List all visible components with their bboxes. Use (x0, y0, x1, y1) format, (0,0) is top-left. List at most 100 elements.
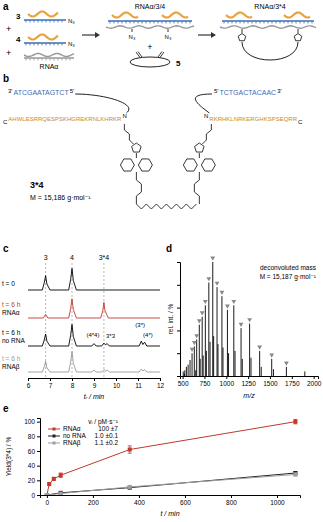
tick-mark (177, 330, 180, 331)
base (114, 21, 115, 24)
legend-swatch (48, 429, 60, 430)
tick-mark (37, 436, 40, 437)
base (288, 21, 289, 24)
base (26, 20, 27, 23)
tick-mark (37, 495, 40, 496)
tick-mark (139, 495, 140, 498)
peak (221, 296, 222, 376)
helix (220, 26, 316, 28)
legend-marker (53, 442, 56, 445)
tick-mark (226, 376, 227, 379)
tick-label: 0 (46, 499, 50, 506)
azide-label: N₃ (165, 34, 172, 40)
azide-label: N₃ (68, 18, 75, 24)
tick-mark (277, 495, 278, 498)
benzene (183, 159, 197, 171)
base (70, 58, 71, 61)
error-cap (128, 445, 132, 446)
error-cap (128, 453, 132, 454)
base (62, 58, 63, 61)
base (138, 21, 139, 24)
trace-condition: no RNA (2, 337, 25, 344)
strand-label: 3 (16, 12, 21, 21)
peak (186, 367, 187, 376)
tick-label: 12 (157, 382, 165, 389)
tick-mark (292, 376, 293, 379)
base (34, 20, 35, 23)
base (46, 58, 47, 61)
peak (213, 336, 214, 376)
tick: 800 (226, 495, 237, 506)
bond (202, 124, 211, 144)
error-bar (47, 483, 51, 486)
base (248, 21, 249, 24)
tick: 0 (31, 492, 40, 499)
triazole (195, 143, 205, 152)
panel-c: c343*4t = 0t = 6 hRNAαt = 6 hno RNA(4*4)… (2, 243, 164, 400)
tick: 1250 (241, 376, 256, 387)
base (46, 43, 47, 46)
bond (124, 124, 133, 144)
trace-label: t = 6 h (2, 329, 21, 336)
marker (45, 493, 49, 495)
charge-state (203, 300, 208, 304)
trace-label: t = 6 h (2, 301, 21, 308)
tick-label: 800 (226, 499, 237, 506)
peak (195, 370, 196, 376)
tick: 0 (46, 495, 50, 506)
arrow (82, 34, 96, 35)
axis-title: m/z (243, 392, 255, 399)
base (190, 21, 191, 24)
base (256, 21, 257, 24)
helix (112, 13, 138, 18)
base (304, 21, 305, 24)
legend-rate: 1.0 ±0.1 (95, 432, 119, 439)
peak (251, 358, 252, 376)
benzene (138, 159, 152, 171)
tick: 1000 (220, 376, 235, 387)
tick-mark (50, 378, 51, 381)
tick: 1500 (263, 376, 278, 387)
tick-label: 8 (71, 382, 75, 389)
plus: + (6, 24, 11, 34)
base (26, 58, 27, 61)
base (50, 43, 51, 46)
base (300, 21, 301, 24)
peak (217, 287, 218, 376)
dna-end: 5' (214, 88, 218, 94)
axis-line (41, 496, 301, 499)
axis-title: t / min (160, 510, 179, 517)
peak (203, 355, 204, 376)
marker (293, 472, 297, 476)
peg-chain (136, 204, 196, 209)
tick-mark (37, 422, 40, 423)
axis: 50075010001250150017502000 (178, 376, 322, 387)
base (260, 21, 261, 24)
marker (293, 420, 297, 424)
peak (271, 359, 272, 376)
helix (28, 35, 58, 40)
bond (242, 29, 243, 33)
peak-annotation: 3*3 (106, 333, 116, 339)
tick-label: 2000 (307, 380, 322, 387)
tick: 80 (28, 433, 40, 440)
axis-line (37, 419, 41, 496)
annotation: deconvoluted mass (260, 264, 317, 271)
panel-label: a (3, 1, 9, 12)
strand-label: 4 (16, 35, 21, 44)
tick-mark (231, 495, 232, 498)
error-bar (293, 419, 297, 423)
tick-label: 600 (180, 499, 191, 506)
charge-state (194, 334, 199, 338)
base (26, 43, 27, 46)
figure: a3N₃+4N₃+RNAαRNAα/3/4N₃N₃+5RNAα/3*4b3'AT… (0, 0, 323, 522)
tick-label: 7 (49, 382, 53, 389)
axis: 6789101112 (27, 378, 165, 389)
peak (208, 283, 209, 376)
azide-label: N₃ (68, 41, 75, 47)
tick-mark (47, 495, 48, 498)
panel-label: e (3, 403, 9, 414)
tick: 20 (28, 477, 40, 484)
helix (106, 26, 194, 28)
base (58, 20, 59, 23)
